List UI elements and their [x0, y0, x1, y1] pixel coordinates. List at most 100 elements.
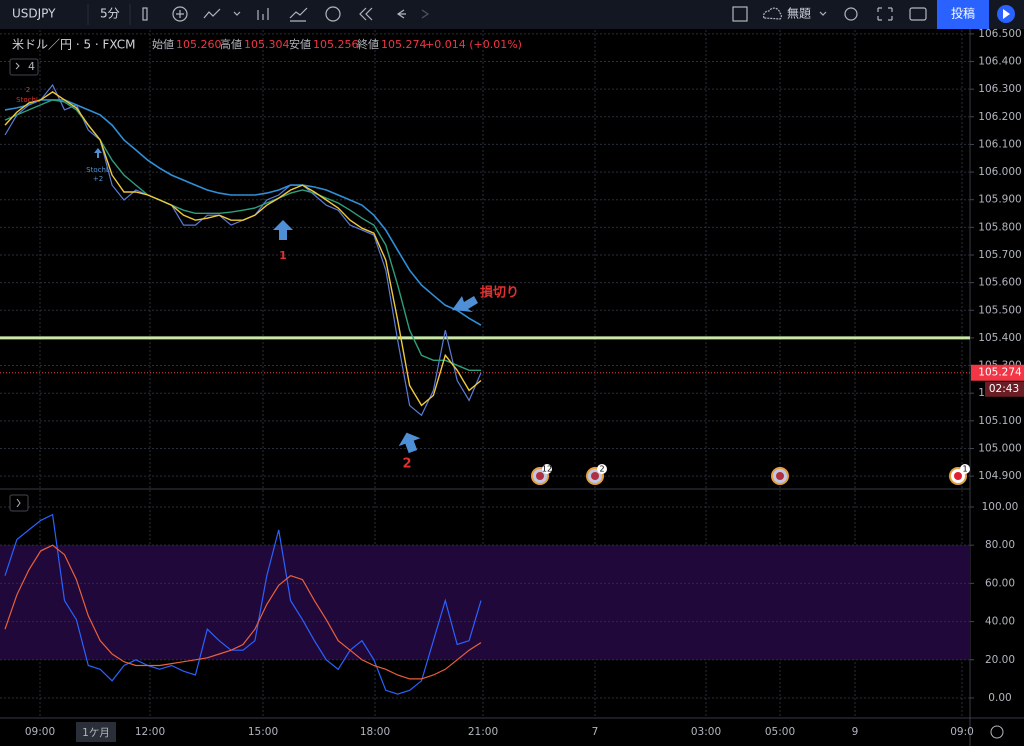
- stoch-band: [0, 545, 970, 660]
- y-tick-label: 105.500: [978, 304, 1021, 316]
- series-line: [4, 513, 482, 695]
- annotation: 損切り: [480, 285, 519, 301]
- cloud-icon[interactable]: [762, 7, 782, 20]
- publish-button[interactable]: [937, 0, 989, 29]
- chevron: [15, 62, 20, 70]
- event-badge: [960, 464, 970, 474]
- last-price-label: 105.274: [978, 367, 1022, 379]
- layout-icon[interactable]: [732, 6, 748, 22]
- y-tick-label: 106.100: [978, 138, 1021, 150]
- study-marker: StochL: [86, 166, 110, 174]
- study-marker-sub: +2: [93, 175, 103, 183]
- plot-layer: [0, 83, 970, 695]
- range-button[interactable]: [76, 722, 116, 742]
- indicator-count[interactable]: 4: [28, 60, 35, 73]
- event-flag: [591, 472, 599, 480]
- y-tick-label: 106.200: [978, 111, 1021, 123]
- change-value: +0.014 (+0.01%): [425, 38, 522, 51]
- chevron: [16, 498, 21, 508]
- last-price-tag: [971, 364, 1024, 381]
- candle-icon[interactable]: [142, 7, 148, 21]
- open-label: 始値: [152, 37, 174, 51]
- compare-icon[interactable]: [289, 7, 308, 22]
- open-value: 105.260: [176, 38, 222, 51]
- y-tick-label: 106.000: [978, 166, 1021, 178]
- x-tick-label: 9: [852, 726, 859, 738]
- y-tick-label: 100.00: [982, 501, 1019, 513]
- add-plus: [176, 10, 184, 18]
- y-tick-label: 0.00: [988, 692, 1011, 704]
- symbol[interactable]: USDJPY: [12, 7, 56, 21]
- event-badge: [542, 464, 552, 474]
- y-tick-label: 106.300: [978, 83, 1021, 95]
- toolbar: [0, 0, 1024, 29]
- pane-toggle[interactable]: [9, 494, 29, 512]
- bars-icon[interactable]: [257, 8, 269, 20]
- x-tick-label: 12:00: [135, 726, 165, 738]
- countdown-label: 02:43: [989, 383, 1019, 395]
- play-icon: [1003, 9, 1010, 19]
- settings-icon[interactable]: [844, 7, 858, 21]
- close-value: 105.274: [381, 38, 427, 51]
- arrow-up-1: [273, 220, 293, 240]
- study-marker-sub: 2: [26, 86, 30, 94]
- y-tick-label: 104.900: [978, 470, 1021, 482]
- y-tick-label: 40.00: [985, 616, 1015, 628]
- y-tick-label: 105.900: [978, 194, 1021, 206]
- layout-name[interactable]: 無題: [787, 6, 811, 21]
- redo-icon[interactable]: [421, 9, 430, 19]
- fullscreen-icon[interactable]: [877, 7, 893, 21]
- interval[interactable]: 5分: [100, 7, 120, 21]
- grid-layer: [0, 30, 970, 718]
- publish-label[interactable]: 投稿: [951, 6, 975, 21]
- arrow-stop: [452, 296, 478, 312]
- x-tick-label: 18:00: [360, 726, 390, 738]
- x-tick-label: 7: [592, 726, 599, 738]
- series-line: [4, 99, 482, 326]
- dropdown-icon[interactable]: [233, 11, 241, 16]
- y-tick-label: 105.400: [978, 332, 1021, 344]
- event-badge: [597, 464, 607, 474]
- toolbar-icons: [142, 6, 927, 22]
- y-tick-label: 105.000: [978, 442, 1021, 454]
- y-tick-label: 20.00: [985, 654, 1015, 666]
- legend-title: 米ドル／円 · 5 · FXCM: [12, 38, 136, 52]
- series-line: [4, 91, 482, 407]
- annotation: 1: [279, 249, 287, 262]
- event-flag: [536, 472, 544, 480]
- dropdown-icon-2[interactable]: [819, 11, 827, 16]
- event-count: 12: [542, 465, 552, 474]
- alert-icon[interactable]: [325, 6, 341, 22]
- x-tick-label: 09:00: [25, 726, 55, 738]
- x-tick-label: 09:0: [950, 726, 974, 738]
- x-tick-label: 15:00: [248, 726, 278, 738]
- y-tick-label: 80.00: [985, 539, 1015, 551]
- add-icon[interactable]: [172, 6, 188, 22]
- arrows: [94, 148, 478, 454]
- high-value: 105.304: [244, 38, 290, 51]
- arrow-up-2: [398, 432, 421, 454]
- series-line: [4, 544, 482, 680]
- y-tick-label: 105.800: [978, 221, 1021, 233]
- close-label: 終値: [357, 38, 379, 51]
- study-marker: StochL: [16, 96, 40, 104]
- event-count: 1: [962, 465, 967, 474]
- y-tick-label: 106.400: [978, 56, 1021, 68]
- snapshot-icon[interactable]: [909, 7, 927, 21]
- x-tick-label: 03:00: [691, 726, 721, 738]
- x-tick-label: 21:00: [468, 726, 498, 738]
- indicator-icon[interactable]: [203, 8, 221, 19]
- y-tick-label: 105.600: [978, 277, 1021, 289]
- indicator-toggle[interactable]: [9, 58, 39, 76]
- axis-settings[interactable]: [990, 725, 1004, 739]
- event-flag: [954, 472, 962, 480]
- low-label: 安値: [289, 38, 311, 51]
- undo-icon[interactable]: [396, 9, 406, 19]
- range-label[interactable]: 1ケ月: [82, 727, 110, 739]
- event-flag: [776, 472, 784, 480]
- replay-icon[interactable]: [359, 7, 373, 21]
- y-tick-label: 60.00: [985, 577, 1015, 589]
